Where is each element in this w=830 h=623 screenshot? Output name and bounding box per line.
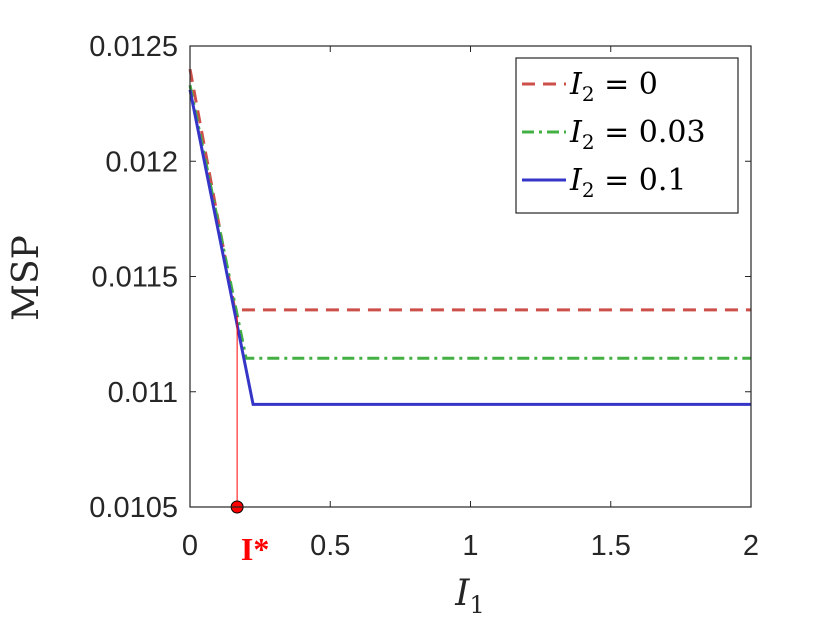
- y-tick-label: 0.012: [105, 146, 178, 178]
- legend-label-2: I2 = 0.03: [569, 115, 706, 154]
- series-line-1: [188, 68, 751, 312]
- annotation-label: I*: [241, 531, 269, 567]
- y-tick-label: 0.0105: [89, 492, 178, 524]
- axes: 0 0.5 1 1.5 2 0.0105 0.011 0.0115 0.012 0.0125 I1 M…: [6, 31, 759, 619]
- y-axis-title: MSP: [6, 235, 47, 321]
- y-tick-label: 0.0115: [91, 262, 178, 294]
- x-tick-label: 0.5: [310, 530, 350, 562]
- x-tick-label: 1.5: [591, 530, 631, 562]
- x-tick-label: 1: [462, 530, 478, 562]
- legend-label-1: I2 = 0: [569, 67, 658, 106]
- legend-label-3: I2 = 0.1: [569, 163, 687, 202]
- y-tick-label: 0.011: [108, 377, 178, 409]
- series-line-3: [188, 89, 751, 406]
- x-axis-title: I1: [454, 573, 485, 619]
- y-tick-label: 0.0125: [89, 31, 178, 63]
- legend: I2 = 0 I2 = 0.03 I2 = 0.1: [515, 57, 739, 214]
- x-tick-label: 2: [743, 530, 759, 562]
- x-tick-label: 0: [182, 530, 198, 562]
